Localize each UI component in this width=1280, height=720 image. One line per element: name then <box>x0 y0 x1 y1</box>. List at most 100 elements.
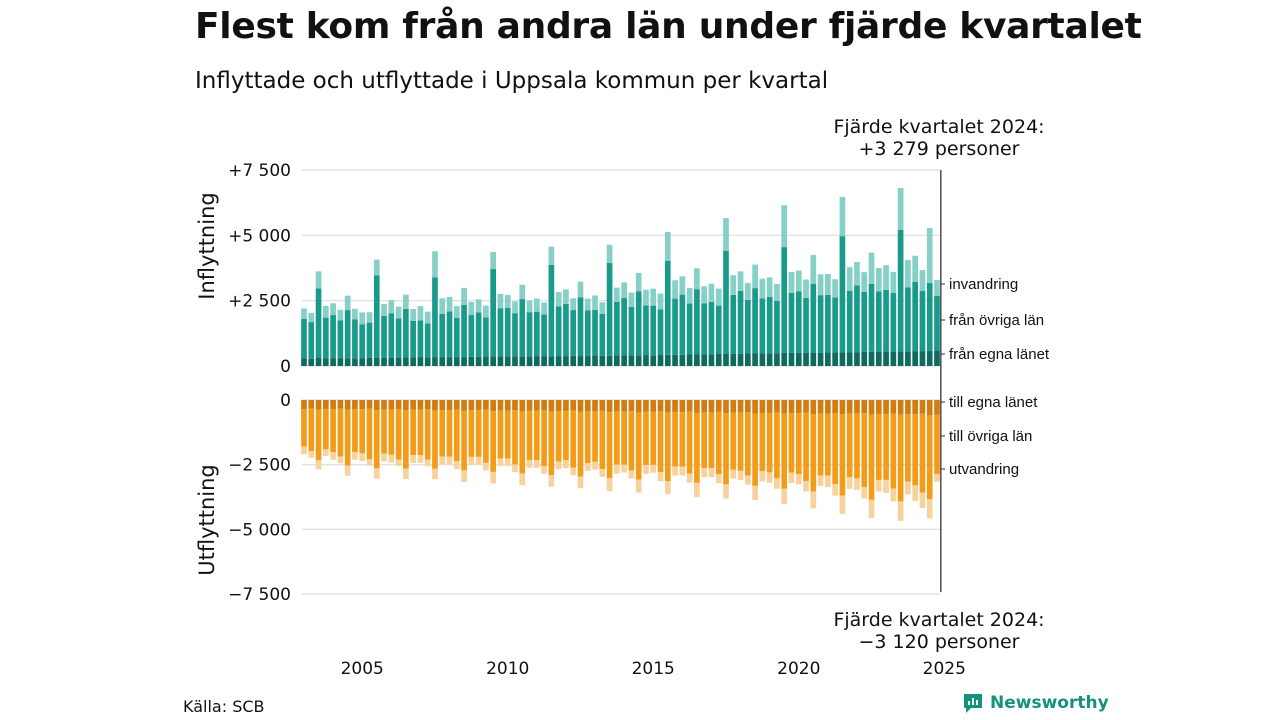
bar-segment <box>905 400 911 415</box>
bar-segment <box>846 477 853 489</box>
bar-segment <box>497 308 504 357</box>
chart-subtitle: Inflyttade och utflyttade i Uppsala komm… <box>195 68 829 94</box>
bar-segment <box>439 357 446 366</box>
bar-segment <box>803 279 809 298</box>
bar-segment <box>504 400 511 411</box>
bar-segment <box>308 400 315 409</box>
bar-segment <box>439 456 446 465</box>
bar-segment <box>708 301 715 355</box>
bar-segment <box>453 461 460 470</box>
bar-segment <box>883 289 889 352</box>
bar-segment <box>584 298 591 311</box>
bar-segment <box>839 495 846 514</box>
bar-segment <box>548 400 555 412</box>
bar-segment <box>446 311 453 358</box>
bar-segment <box>803 481 809 492</box>
bar-segment <box>366 312 373 323</box>
bar-segment <box>461 470 467 482</box>
bar-segment <box>424 311 431 324</box>
brand-name: Newsworthy <box>990 693 1109 713</box>
bar-segment <box>817 274 824 296</box>
bar-segment <box>919 413 926 493</box>
bar-segment <box>417 320 424 358</box>
brand-logo[interactable]: Newsworthy <box>962 692 1109 714</box>
bar-segment <box>926 350 933 366</box>
bar-segment <box>446 357 453 366</box>
bar-segment <box>883 400 889 414</box>
bar-segment <box>468 410 475 457</box>
bar-segment <box>417 306 424 321</box>
bar-segment <box>301 308 307 319</box>
bar-segment <box>919 351 926 366</box>
bar-segment <box>723 218 729 251</box>
bar-segment <box>817 400 824 414</box>
bar-segment <box>483 400 489 410</box>
bar-segment <box>890 400 897 414</box>
bar-segment <box>388 357 395 366</box>
bar-segment <box>359 453 366 462</box>
bar-segment <box>926 400 933 416</box>
bar-segment <box>563 411 569 461</box>
bar-segment <box>359 312 366 325</box>
bar-segment <box>497 356 504 366</box>
bar-segment <box>395 357 402 366</box>
bar-segment <box>672 400 678 413</box>
bar-segment <box>643 464 649 474</box>
bar-segment <box>366 408 373 460</box>
bar-segment <box>322 449 329 456</box>
bar-segment <box>890 413 897 489</box>
bar-segment <box>570 310 577 356</box>
bar-segment <box>461 410 467 471</box>
bar-segment <box>737 353 744 366</box>
bar-segment <box>563 460 569 469</box>
bar-segment <box>905 259 911 288</box>
bar-segment <box>315 400 322 410</box>
bar-segment <box>301 409 307 447</box>
bar-segment <box>483 409 489 463</box>
bar-segment <box>490 356 497 366</box>
bar-segment <box>468 301 475 316</box>
bar-segment <box>737 412 744 471</box>
bar-segment <box>817 413 824 476</box>
bar-segment <box>337 408 344 457</box>
bar-segment <box>635 479 642 493</box>
bar-segment <box>890 488 897 502</box>
bar-segment <box>410 455 416 463</box>
bar-segment <box>650 288 657 306</box>
bar-segment <box>519 473 526 486</box>
bar-segment <box>861 413 868 487</box>
bar-segment <box>352 409 358 452</box>
bar-segment <box>934 350 940 366</box>
bar-segment <box>759 412 766 472</box>
bar-segment <box>854 261 860 286</box>
bar-segment <box>410 400 416 410</box>
bar-segment <box>650 411 657 465</box>
bar-segment <box>846 400 853 414</box>
bar-segment <box>868 283 875 352</box>
bar-segment <box>715 411 722 474</box>
bar-segment <box>934 473 940 482</box>
bar-segment <box>541 410 547 466</box>
bar-segment <box>766 412 773 473</box>
bar-segment <box>577 411 584 477</box>
bar-segment <box>846 352 853 366</box>
bar-segment <box>512 410 518 465</box>
bar-segment <box>352 308 358 320</box>
bar-segment <box>461 400 467 411</box>
bar-segment <box>795 352 802 366</box>
bar-segment <box>592 295 598 310</box>
bar-segment <box>308 322 315 359</box>
bar-segment <box>424 357 431 366</box>
bar-segment <box>774 400 780 413</box>
bar-segment <box>533 410 540 461</box>
bar-segment <box>512 464 518 473</box>
bar-segment <box>912 255 919 282</box>
bar-segment <box>410 320 416 358</box>
bar-segment <box>730 275 737 295</box>
bar-segment <box>635 400 642 413</box>
bar-segment <box>919 270 926 291</box>
bar-segment <box>635 412 642 480</box>
bar-segment <box>483 305 489 318</box>
bar-segment <box>584 400 591 412</box>
bar-segment <box>839 400 846 415</box>
